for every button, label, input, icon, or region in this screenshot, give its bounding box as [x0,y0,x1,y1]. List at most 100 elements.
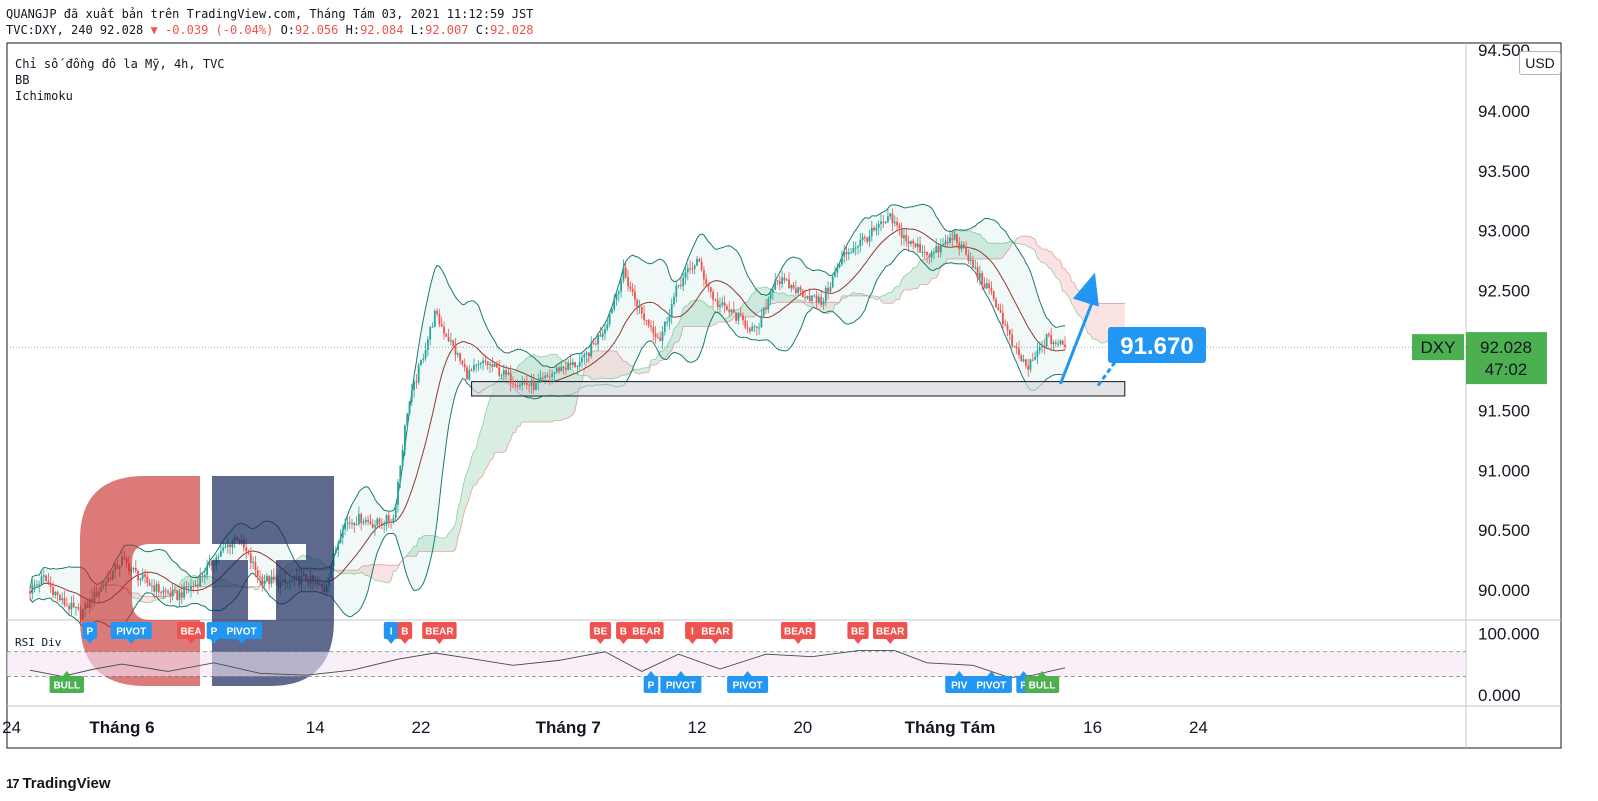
candle-body [631,288,634,292]
candle-body [981,273,984,284]
candle-body [953,234,956,240]
candle-body [640,306,643,314]
signal-pointer [400,639,409,644]
signal-pointer [955,671,964,676]
candle-body [551,373,553,377]
price-tick-label: 93.500 [1478,162,1530,181]
projection-arrow-shaft [1059,300,1095,385]
candle-body [436,310,438,314]
candle-body [903,235,905,239]
candle-body [61,598,64,601]
candle-body [744,320,747,328]
candle-body [1002,312,1004,325]
candle-body [176,590,179,600]
candle-body [353,522,356,526]
candle-body [263,580,266,584]
candle-body [346,522,349,524]
rsi-line [29,650,1066,679]
candle-body [643,313,645,320]
candle-body [261,577,264,584]
candle-body [896,221,898,226]
signal-label: P [648,681,655,692]
candle-body [217,556,220,558]
candle-body [36,584,38,586]
candle-body [546,375,549,377]
candle-body [935,246,938,253]
candle-body [364,519,367,523]
candle-body [864,237,866,239]
candle-body [629,286,632,289]
candle-body [146,576,149,583]
candle-body [164,590,167,592]
candle-body [898,225,901,229]
candle-body [180,592,183,598]
candle-body [887,216,889,222]
candle-body [220,550,222,557]
candle-body [272,576,275,581]
candle-body [452,340,455,346]
bollinger-fill [30,204,1065,629]
publisher-line: QUANGJP đã xuất bản trên TradingView.com… [6,7,534,21]
candle-body [259,576,261,578]
candle-body [990,287,993,292]
candle-body [539,377,542,382]
time-tick-label: 14 [306,718,325,737]
ohlc-low: 92.007 [425,23,469,37]
candle-body [755,326,758,328]
signal-pointer [642,639,651,644]
candle-body [537,381,540,383]
candle-body [482,360,484,364]
projection-arrow-head [1072,272,1099,307]
candle-body [344,522,346,530]
candle-body [433,310,436,327]
candle-body [40,576,43,585]
candle-body [532,380,535,390]
candle-body [486,361,489,366]
candle-body [613,299,616,310]
time-tick-label: Tháng 7 [536,718,601,737]
rsi-tick-label: 0.000 [1478,686,1521,705]
candle-body [624,267,627,278]
signal-label: BULL [53,681,80,692]
candle-body [162,590,165,593]
candle-body [801,290,804,298]
candle-body [693,265,696,269]
candle-body [847,252,850,255]
currency-button[interactable]: USD [1519,51,1561,75]
candle-body [270,576,273,584]
bollinger-basis [29,228,1066,604]
candle-body [581,357,583,363]
candle-body [732,309,735,313]
candle-body [797,287,800,293]
candle-body [470,369,473,371]
candle-body [969,259,972,262]
signal-label: BEAR [876,627,905,638]
symbol-info-line: TVC:DXY, 240 92.028 ▼ -0.039 (-0.04%) O:… [6,23,534,37]
candle-body [466,367,468,380]
candle-body [56,592,59,595]
candle-body [519,384,521,387]
candle-body [726,306,728,310]
candle-body [638,306,641,308]
candle-body [1008,329,1011,335]
candle-body [841,256,843,265]
candle-body [988,283,990,288]
candle-body [790,285,793,289]
candle-body [477,363,480,365]
candle-body [1025,359,1027,366]
candle-body [160,592,162,594]
ohlc-o-label: O: [280,23,296,37]
candle-body [707,284,710,288]
candle-body [63,598,66,606]
candle-body [645,319,648,321]
price-tick-label: 90.500 [1478,521,1530,540]
ichimoku-cloud-bearish [869,295,881,301]
ichimoku-cloud-bullish [848,292,870,298]
signal-label: BEAR [784,627,813,638]
tradingview-brand[interactable]: 17 TradingView [6,775,111,792]
signal-label: BEAR [701,627,730,638]
candle-body [203,574,206,577]
candle-body [33,585,36,587]
signal-tag [383,622,399,639]
